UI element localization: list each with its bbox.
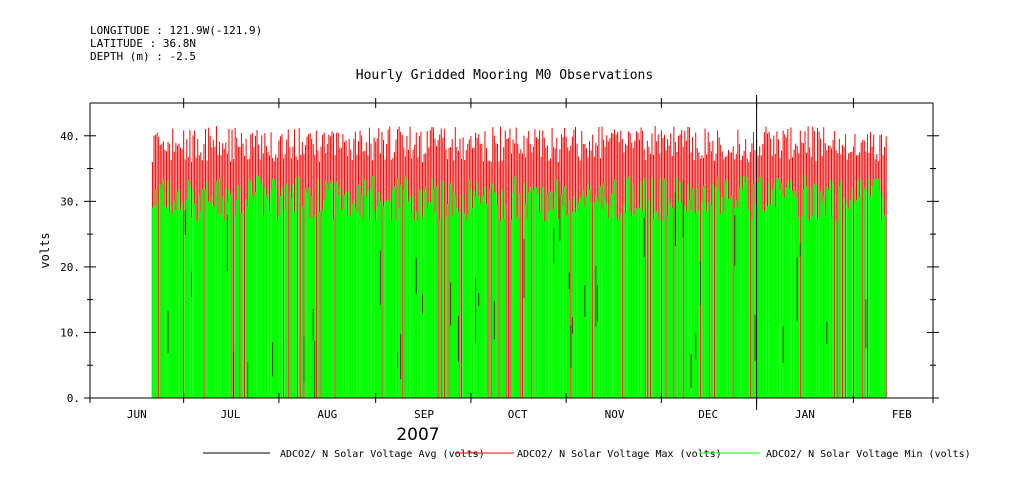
y-axis-label: volts xyxy=(38,232,52,268)
y-tick-label: 10. xyxy=(60,326,80,339)
x-tick-label: JUN xyxy=(127,408,147,421)
x-tick-label: JAN xyxy=(795,408,815,421)
legend-entry: ADCO2/ N Solar Voltage Min (volts) xyxy=(766,449,971,460)
x-tick-label: JUL xyxy=(221,408,241,421)
y-tick-label: 30. xyxy=(60,195,80,208)
x-tick-label: FEB xyxy=(892,408,912,421)
chart-title: Hourly Gridded Mooring M0 Observations xyxy=(355,68,654,83)
data-bars xyxy=(151,125,887,398)
plot-frame xyxy=(89,102,934,399)
y-axis: 0. 10. 20. 30. 40. xyxy=(60,130,939,405)
x-tick-label: AUG xyxy=(317,408,337,421)
legend: ADCO2/ N Solar Voltage Avg (volts) ADCO2/… xyxy=(203,449,971,460)
y-tick-label: 40. xyxy=(60,130,80,143)
legend-entry: ADCO2/ N Solar Voltage Avg (volts) xyxy=(280,449,485,460)
y-tick-label: 0. xyxy=(67,392,80,405)
x-tick-label: SEP xyxy=(414,408,434,421)
latitude-label: LATITUDE : 36.8N xyxy=(90,37,196,50)
x-tick-label: DEC xyxy=(698,408,718,421)
x-tick-label: NOV xyxy=(605,408,625,421)
x-axis: JUN JUL AUG SEP OCT NOV DEC JAN FEB xyxy=(89,95,934,421)
longitude-label: LONGITUDE : 121.9W(-121.9) xyxy=(90,24,263,37)
x-tick-label: OCT xyxy=(508,408,528,421)
depth-label: DEPTH (m) : -2.5 xyxy=(90,50,196,63)
legend-entry: ADCO2/ N Solar Voltage Max (volts) xyxy=(517,449,722,460)
y-tick-label: 20. xyxy=(60,261,80,274)
x-axis-year-label: 2007 xyxy=(396,425,439,445)
